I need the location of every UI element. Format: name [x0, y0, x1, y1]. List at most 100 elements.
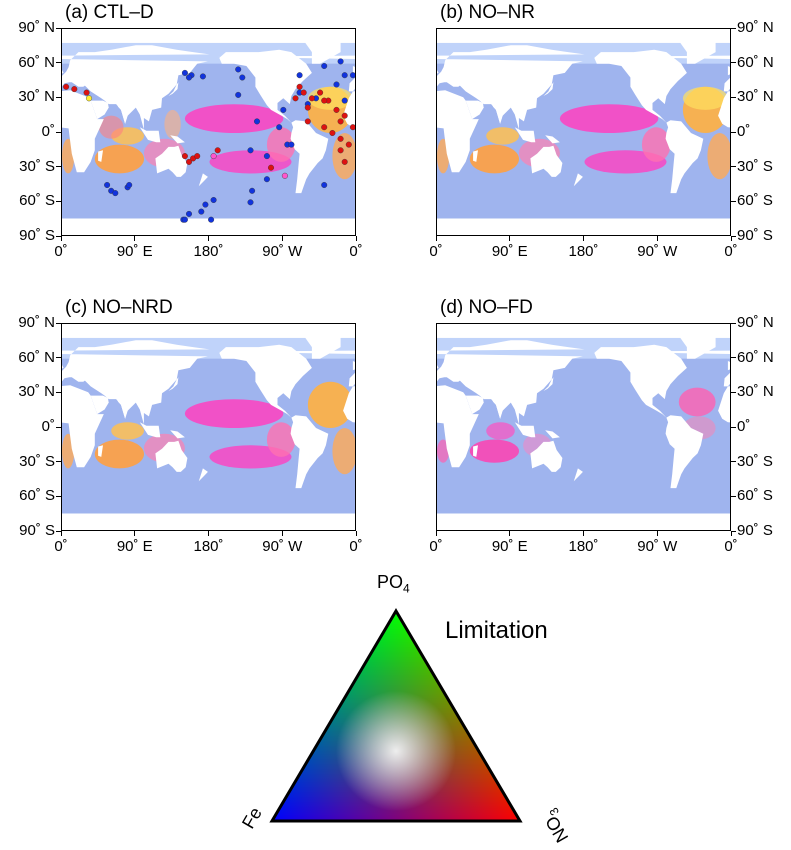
observation-point-fe	[199, 73, 206, 80]
land-africa	[62, 385, 104, 468]
lat-label: 90˚ N	[737, 19, 774, 36]
observation-point-no3	[304, 104, 311, 111]
lat-tick	[731, 235, 736, 237]
lat-label: 90˚ S	[737, 522, 773, 539]
lat-tick	[56, 461, 61, 463]
lat-tick	[56, 391, 61, 393]
land-uk	[62, 70, 64, 74]
observation-point-fe	[104, 181, 111, 188]
land-japan	[543, 377, 554, 391]
lat-label: 90˚ N	[737, 314, 774, 331]
limitation-region	[437, 439, 450, 463]
lat-tick	[56, 322, 61, 324]
land-arctic	[62, 29, 355, 43]
legend-corner-po4: PO4	[377, 572, 410, 596]
lat-tick	[731, 200, 736, 202]
land-india	[492, 401, 510, 419]
observation-point-no3	[329, 129, 336, 136]
land-japan	[543, 82, 554, 96]
lat-label: 60˚ S	[19, 487, 55, 505]
lon-label: 90˚ W	[262, 243, 303, 260]
limitation-region	[707, 133, 730, 180]
land-northamerica	[594, 344, 687, 418]
observation-point-fe	[321, 181, 328, 188]
lat-label: 30˚ S	[19, 157, 55, 175]
lon-label: 0˚	[724, 538, 738, 555]
lon-label: 0˚	[349, 538, 363, 555]
lat-tick	[731, 27, 736, 29]
land-africa	[718, 386, 730, 423]
observation-point-fe	[337, 58, 344, 65]
triangle-outline	[269, 608, 523, 823]
limitation-region	[94, 439, 144, 469]
observation-point-no3	[292, 95, 299, 102]
observation-point-fe	[185, 74, 192, 81]
lat-tick	[56, 426, 61, 428]
observation-point-no3	[321, 97, 328, 104]
land-northamerica	[594, 49, 687, 123]
lon-tick	[208, 531, 209, 536]
lat-label: 60˚ N	[18, 53, 55, 71]
limitation-region	[184, 104, 284, 133]
observation-point-no3	[341, 112, 348, 119]
lon-label: 0˚	[429, 538, 443, 555]
lat-tick	[731, 166, 736, 168]
lon-tick	[355, 236, 357, 241]
lon-label: 0˚	[54, 243, 68, 260]
lon-tick	[730, 531, 732, 536]
land-uk	[437, 70, 439, 74]
land-antarctica	[62, 218, 355, 235]
observation-point-no3	[83, 89, 90, 96]
lat-tick	[56, 530, 61, 532]
land-newguinea	[170, 430, 185, 439]
lon-tick	[60, 531, 62, 536]
observation-point-fe	[208, 216, 215, 223]
lat-label: 30˚ S	[737, 452, 773, 470]
land-nz	[573, 468, 583, 482]
lon-tick	[60, 236, 62, 241]
observation-point-no3	[337, 135, 344, 142]
lat-tick	[56, 27, 61, 29]
observation-point-fe	[321, 63, 328, 70]
lat-tick	[731, 495, 736, 497]
observation-point-fe	[198, 208, 205, 215]
land-southamerica	[665, 120, 704, 194]
limitation-region	[332, 428, 355, 475]
observation-point-fe	[202, 201, 209, 208]
lon-label: 0˚	[724, 243, 738, 260]
land-africa	[343, 386, 355, 423]
observation-point-fe	[349, 72, 355, 79]
lat-label: 30˚ S	[19, 452, 55, 470]
lat-tick	[731, 461, 736, 463]
land-japan	[168, 377, 179, 391]
observation-point-no3	[304, 118, 311, 125]
po4-label: PO	[377, 572, 404, 592]
land-australia	[530, 440, 563, 472]
limitation-region	[332, 133, 355, 180]
lat-label: 60˚ N	[737, 348, 774, 366]
observation-point-no3	[337, 147, 344, 154]
legend-corner-no3: NO3	[538, 805, 575, 846]
limitation-region	[184, 399, 284, 428]
lat-tick	[56, 495, 61, 497]
limitation-region	[486, 127, 519, 145]
observation-point-no3	[267, 164, 274, 171]
observation-point-fe	[263, 153, 270, 160]
land-seasia	[514, 127, 536, 143]
limitation-region	[641, 127, 671, 162]
land-northamerica	[219, 49, 312, 123]
land-nz	[198, 468, 208, 482]
map-panel-c	[61, 323, 356, 531]
land-africa	[437, 385, 479, 468]
lat-label: 90˚ S	[737, 227, 773, 244]
lon-label: 90˚ E	[491, 243, 528, 260]
land-arabia	[465, 100, 484, 120]
lat-tick	[731, 62, 736, 64]
lat-label: 0˚	[737, 123, 751, 140]
panel-title-a: (a) CTL–D	[65, 2, 154, 23]
land-japan	[168, 82, 179, 96]
observation-point-no3	[300, 89, 307, 96]
lat-tick	[731, 357, 736, 359]
observation-point-no3	[345, 141, 352, 148]
land-europe_asia	[437, 45, 585, 130]
